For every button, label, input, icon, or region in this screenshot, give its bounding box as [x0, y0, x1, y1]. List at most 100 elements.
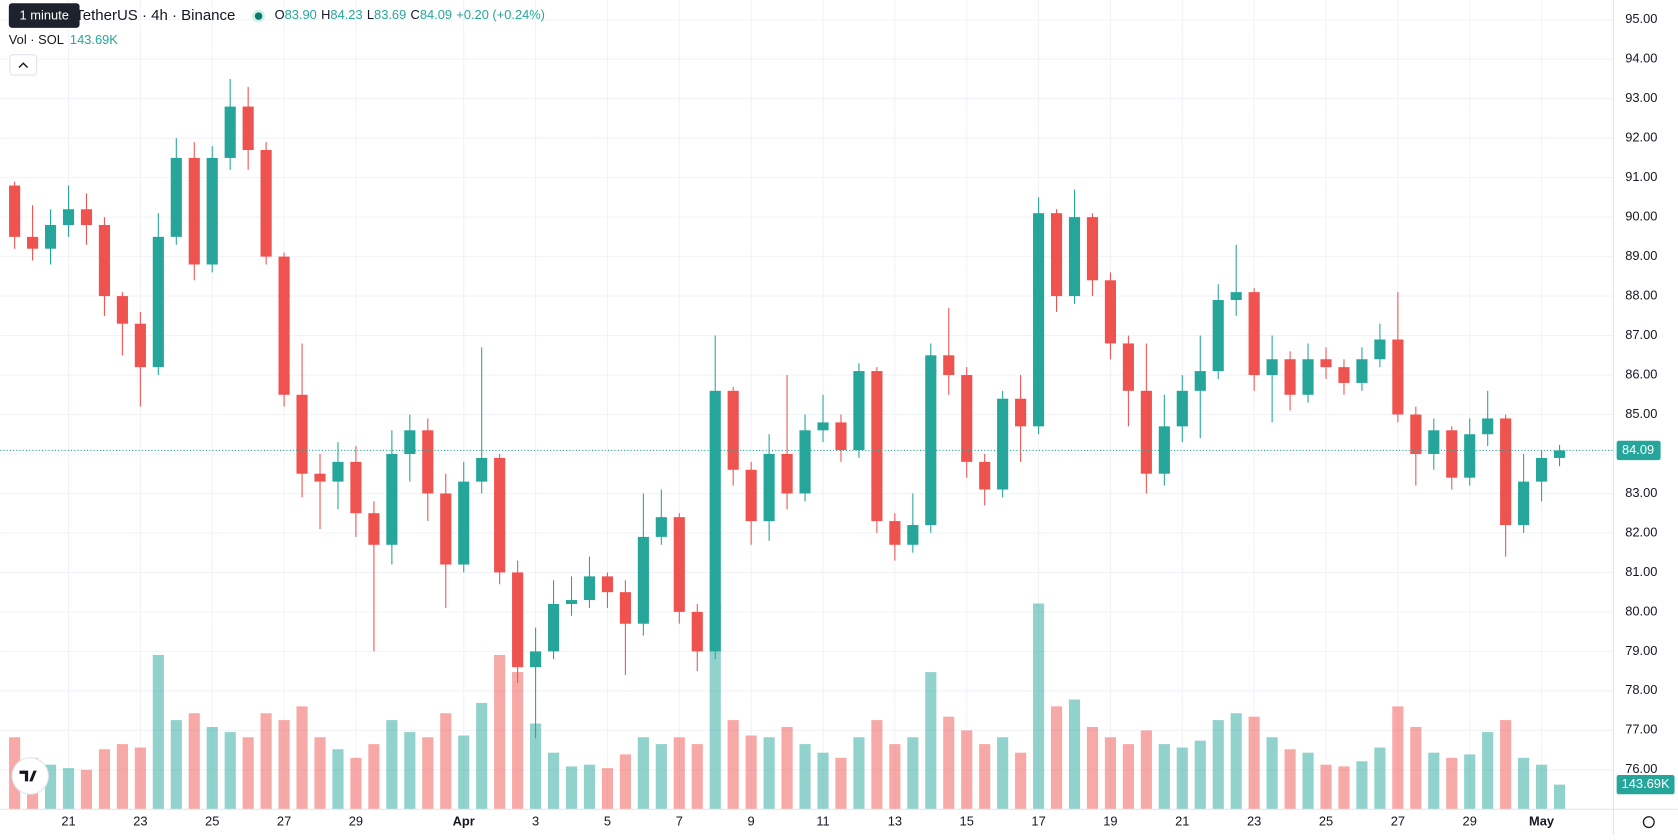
candle-body: [1033, 213, 1045, 427]
candle-body: [278, 256, 290, 395]
x-tick-label: 29: [349, 814, 363, 829]
candle-body: [961, 375, 973, 462]
volume-bar: [1104, 737, 1117, 810]
y-tick-label: 77.00: [1625, 722, 1657, 737]
candle-body: [979, 461, 991, 490]
volume-bar: [314, 737, 326, 810]
candle-body: [1248, 292, 1260, 376]
candle-body: [1104, 280, 1117, 344]
volume-bar: [1248, 716, 1260, 810]
volume-bar: [98, 749, 111, 810]
y-tick-label: 83.00: [1625, 485, 1657, 500]
candle-body: [1553, 450, 1566, 458]
volume-bar: [332, 749, 344, 810]
settings-icon[interactable]: [1642, 816, 1655, 829]
volume-bar: [206, 726, 218, 810]
volume-bar: [889, 744, 901, 810]
y-tick-label: 88.00: [1625, 287, 1657, 302]
candle-body: [1140, 390, 1152, 474]
volume-bar: [170, 720, 182, 810]
volume-bar: [1482, 732, 1494, 810]
collapse-button[interactable]: [9, 54, 38, 76]
candle-body: [619, 592, 631, 624]
volume-bar: [1212, 720, 1224, 810]
candle-body: [1500, 418, 1512, 526]
x-tick-label: 17: [1031, 814, 1045, 829]
y-tick-label: 81.00: [1625, 564, 1657, 579]
candle-body: [458, 481, 470, 565]
volume-bar: [134, 747, 146, 810]
volume-bar: [745, 735, 757, 810]
candle-body: [1284, 359, 1296, 395]
candle-body: [781, 453, 793, 494]
volume-bar: [1015, 752, 1027, 810]
volume-bar: [1068, 699, 1081, 810]
volume-bar: [763, 737, 775, 810]
ohlc-value: 84.23: [330, 7, 362, 22]
volume-bar: [152, 654, 164, 810]
y-tick-label: 95.00: [1625, 11, 1657, 26]
volume-bar: [799, 744, 811, 810]
candle-body: [260, 150, 272, 257]
x-tick-label: 21: [61, 814, 75, 829]
tooltip-box: [8, 3, 80, 28]
volume-bar: [781, 726, 793, 810]
candle-body: [1482, 418, 1494, 435]
ohlc-legend: O83.90 H84.23 L83.69 C84.09 +0.20 (+0.24%): [275, 7, 545, 22]
volume-bar: [853, 737, 865, 810]
symbol-title: TetherUS · 4h · Binance: [75, 7, 235, 24]
ohlc-value: 83.69: [374, 7, 406, 22]
volume-bar: [1122, 744, 1134, 810]
candle-body: [80, 209, 93, 226]
volume-bar: [350, 757, 362, 810]
candle-body: [637, 536, 649, 624]
candle-body: [1176, 390, 1188, 427]
candle-body: [1536, 457, 1548, 482]
candle-body: [1194, 371, 1206, 391]
y-tick-label: 94.00: [1625, 51, 1657, 66]
logo-badge[interactable]: [11, 757, 50, 795]
candle-body: [27, 236, 39, 249]
candle-body: [853, 371, 865, 451]
volume-bar: [583, 764, 596, 810]
candle-body: [1518, 481, 1530, 526]
candle-body: [1122, 343, 1134, 391]
y-tick-label: 79.00: [1625, 643, 1657, 658]
candle-body: [1410, 414, 1422, 454]
y-tick-label: 86.00: [1625, 366, 1657, 381]
volume-bar: [655, 744, 667, 810]
candle-body: [62, 209, 75, 226]
ohlc-key: C: [411, 7, 420, 22]
candle-body: [745, 469, 757, 522]
candle-body: [583, 576, 596, 601]
tooltip: 1 minute: [20, 7, 69, 22]
volume-bar: [1464, 754, 1476, 810]
volume-bar: [961, 730, 973, 810]
candle-body: [530, 651, 542, 668]
candle-body: [98, 225, 111, 297]
x-tick-label: 3: [532, 814, 539, 829]
candle-body: [1320, 359, 1332, 368]
candle-body: [799, 430, 811, 494]
volume-pane: [9, 603, 1566, 810]
volume-bar: [440, 713, 452, 810]
volume-bar: [565, 766, 578, 810]
volume-bar: [817, 752, 829, 810]
last-price-badge: [1616, 440, 1661, 461]
candle-body: [1446, 430, 1458, 478]
volume-bar: [224, 732, 236, 810]
volume-bar: [368, 744, 380, 810]
y-tick-label: 92.00: [1625, 130, 1657, 145]
candle-body: [350, 461, 362, 514]
x-tick-label: 29: [1463, 814, 1477, 829]
candle-body: [422, 430, 434, 494]
volume-bar: [188, 713, 200, 810]
x-tick-label: 25: [1319, 814, 1333, 829]
candle-body: [1015, 398, 1027, 427]
volume-bar: [422, 737, 434, 810]
volume-bar: [619, 754, 631, 810]
candle-body: [332, 461, 344, 482]
volume-bar: [476, 702, 488, 810]
status-dot: [254, 12, 263, 20]
volume-bar: [1086, 726, 1099, 810]
